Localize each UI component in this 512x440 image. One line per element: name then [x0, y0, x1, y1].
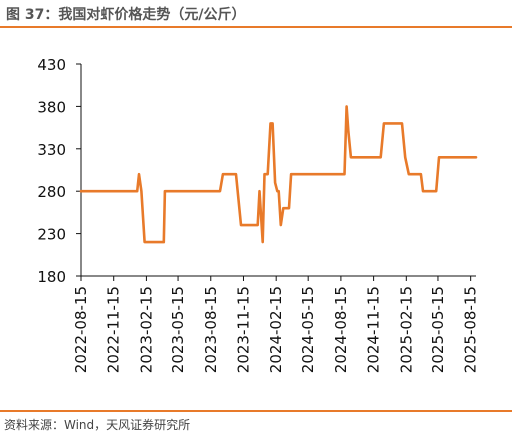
chart-series [79, 105, 478, 244]
x-tick-label: 2023-05-15 [169, 286, 187, 373]
x-tick-label: 2025-02-15 [397, 286, 415, 373]
x-tick-label: 2024-05-15 [299, 286, 317, 373]
x-tick-label: 2024-08-15 [332, 286, 350, 373]
y-axis-ticks: 430 380 330 280 230 180 [37, 56, 81, 286]
top-accent-rule [0, 26, 512, 28]
y-tick-label: 330 [37, 141, 66, 159]
y-tick-label: 280 [37, 183, 66, 201]
x-tick-label: 2022-11-15 [105, 286, 123, 373]
y-tick-label: 430 [37, 56, 66, 74]
source-note: 资料来源：Wind，天风证券研究所 [4, 418, 191, 432]
y-tick-label: 380 [37, 98, 66, 116]
x-tick-label: 2023-11-15 [234, 286, 252, 373]
x-tick-label: 2025-05-15 [429, 286, 447, 373]
y-tick-label: 230 [37, 226, 66, 244]
chart-axes [80, 64, 476, 277]
price-series-line [79, 105, 478, 244]
y-tick-label: 180 [37, 268, 66, 286]
x-tick-label: 2023-08-15 [202, 286, 220, 373]
x-tick-label: 2023-02-15 [137, 286, 155, 373]
x-tick-label: 2022-08-15 [72, 286, 90, 373]
figure-title: 图 37：我国对虾价格走势（元/公斤） [6, 7, 246, 23]
x-axis-ticks: 2022-08-15 2022-11-15 2023-02-15 2023-05-15… [72, 276, 480, 373]
x-tick-label: 2024-11-15 [365, 286, 383, 373]
x-tick-label: 2024-02-15 [267, 286, 285, 373]
bottom-accent-rule [0, 410, 512, 412]
x-tick-label: 2025-08-15 [462, 286, 480, 373]
